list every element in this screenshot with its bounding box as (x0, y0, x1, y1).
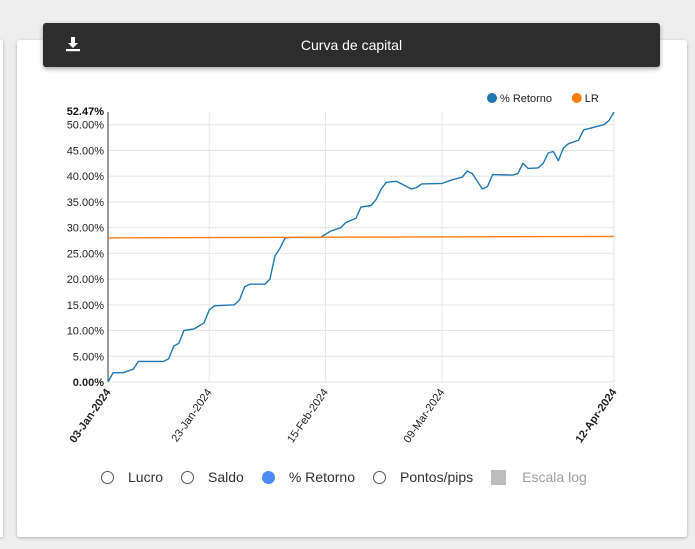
y-max-label: 52.47% (67, 106, 105, 118)
checkbox-escala-log[interactable] (491, 469, 507, 485)
option-retorno[interactable]: % Retorno (261, 469, 355, 485)
x-tick-label: 09-Mar-2024 (401, 387, 447, 445)
radio-retorno[interactable] (261, 470, 275, 484)
grid (107, 112, 615, 383)
legend-marker (571, 93, 582, 103)
option-label: Pontos/pips (400, 469, 474, 485)
y-tick-label: 40.00% (67, 171, 105, 183)
radio-pontos-pips[interactable] (373, 470, 386, 484)
radio-lucro[interactable] (101, 470, 114, 484)
option-label: Saldo (208, 469, 244, 485)
series-selector: Lucro Saldo % Retorno Pontos/pips Escala… (101, 466, 605, 488)
y-axis: 0.00% 5.00% 10.00% 15.00% 20.00% 25.00% 30.00%… (67, 106, 109, 389)
series-line-lr (107, 235, 615, 239)
y-tick-label: 10.00% (67, 326, 105, 338)
y-tick-label: 5.00% (73, 351, 104, 363)
y-tick-label: 30.00% (67, 223, 105, 235)
legend-label: LR (585, 93, 599, 105)
x-axis: 03-Jan-2024 23-Jan-2024 15-Feb-2024 09-Mar-… (67, 386, 619, 445)
y-tick-label: 35.00% (67, 197, 105, 209)
option-saldo[interactable]: Saldo (181, 469, 244, 485)
option-label: Lucro (128, 469, 164, 485)
x-tick-label: 15-Feb-2024 (285, 387, 331, 445)
series-lines (107, 111, 615, 383)
y-tick-label: 20.00% (67, 274, 105, 286)
y-tick-label: 45.00% (67, 145, 105, 157)
option-label: Escala log (522, 469, 587, 485)
y-tick-label: 25.00% (67, 248, 105, 260)
download-icon[interactable] (65, 36, 81, 52)
x-tick-label: 23-Jan-2024 (169, 387, 214, 444)
legend-marker (487, 93, 497, 103)
y-tick-label: 15.00% (67, 300, 105, 312)
option-pontos-pips[interactable]: Pontos/pips (373, 469, 473, 485)
equity-curve-card (17, 40, 687, 537)
legend-label: % Retorno (500, 93, 552, 105)
y-tick-label: 50.00% (67, 120, 105, 132)
radio-saldo[interactable] (181, 470, 195, 484)
option-escala-log[interactable]: Escala log (491, 469, 587, 485)
option-lucro[interactable]: Lucro (101, 469, 163, 485)
series-line-retorno (107, 111, 615, 383)
legend[interactable]: % Retorno LR (487, 93, 599, 105)
x-tick-label: 12-Apr-2024 (574, 386, 620, 445)
option-label: % Retorno (288, 469, 355, 485)
y-tick-label: 0.00% (73, 377, 104, 389)
card-header: Curva de capital (43, 23, 660, 67)
card-title: Curva de capital (300, 37, 403, 53)
side-card (0, 40, 3, 537)
x-tick-label: 03-Jan-2024 (67, 386, 113, 445)
